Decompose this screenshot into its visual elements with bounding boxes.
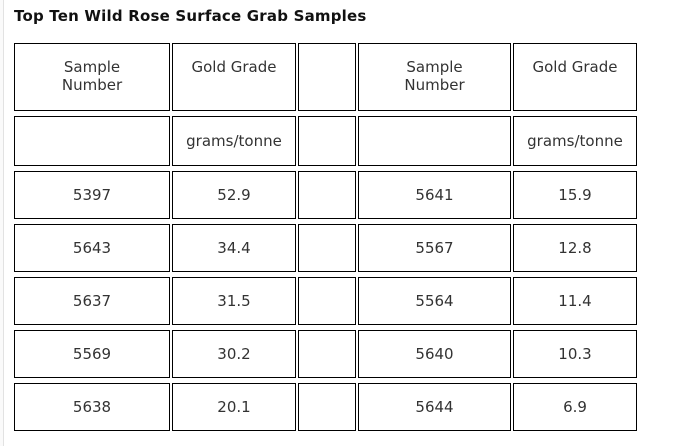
- gold-grade-cell: 6.9: [513, 383, 637, 431]
- table-row: 5569 30.2 5640 10.3: [14, 330, 637, 378]
- spacer-cell: [298, 330, 356, 378]
- sample-number-cell: 5638: [14, 383, 170, 431]
- sample-number-cell: 5569: [14, 330, 170, 378]
- spacer-cell: [298, 43, 356, 111]
- table-row: 5637 31.5 5564 11.4: [14, 277, 637, 325]
- gold-grade-cell: 10.3: [513, 330, 637, 378]
- units-cell-empty: [14, 116, 170, 166]
- table-row: 5638 20.1 5644 6.9: [14, 383, 637, 431]
- header-cell-sample-number-left: Sample Number: [14, 43, 170, 111]
- table-row: 5643 34.4 5567 12.8: [14, 224, 637, 272]
- header-label: Sample Number: [61, 58, 123, 94]
- table-row: 5397 52.9 5641 15.9: [14, 171, 637, 219]
- gold-grade-cell: 12.8: [513, 224, 637, 272]
- units-cell-grams-tonne-left: grams/tonne: [172, 116, 296, 166]
- header-label: Sample Number: [404, 58, 465, 94]
- units-cell-empty: [358, 116, 511, 166]
- header-label: Gold Grade: [191, 58, 277, 76]
- sample-number-cell: 5564: [358, 277, 511, 325]
- header-label: Gold Grade: [532, 58, 618, 76]
- gold-grade-cell: 34.4: [172, 224, 296, 272]
- gold-grade-cell: 52.9: [172, 171, 296, 219]
- sample-number-cell: 5397: [14, 171, 170, 219]
- spacer-cell: [298, 171, 356, 219]
- header-row: Sample Number Gold Grade Sample Number G…: [14, 43, 637, 111]
- spacer-cell: [298, 383, 356, 431]
- gold-grade-cell: 31.5: [172, 277, 296, 325]
- content-area: Top Ten Wild Rose Surface Grab Samples S…: [14, 0, 639, 436]
- units-row: grams/tonne grams/tonne: [14, 116, 637, 166]
- samples-table: Sample Number Gold Grade Sample Number G…: [12, 38, 639, 436]
- spacer-cell: [298, 277, 356, 325]
- sample-number-cell: 5567: [358, 224, 511, 272]
- gold-grade-cell: 15.9: [513, 171, 637, 219]
- gold-grade-cell: 11.4: [513, 277, 637, 325]
- page-edge-divider: [0, 0, 4, 446]
- spacer-cell: [298, 116, 356, 166]
- sample-number-cell: 5640: [358, 330, 511, 378]
- sample-number-cell: 5644: [358, 383, 511, 431]
- sample-number-cell: 5641: [358, 171, 511, 219]
- header-cell-gold-grade-right: Gold Grade: [513, 43, 637, 111]
- sample-number-cell: 5643: [14, 224, 170, 272]
- page-title: Top Ten Wild Rose Surface Grab Samples: [14, 7, 367, 25]
- units-cell-grams-tonne-right: grams/tonne: [513, 116, 637, 166]
- spacer-cell: [298, 224, 356, 272]
- sample-number-cell: 5637: [14, 277, 170, 325]
- header-cell-sample-number-right: Sample Number: [358, 43, 511, 111]
- gold-grade-cell: 30.2: [172, 330, 296, 378]
- header-cell-gold-grade-left: Gold Grade: [172, 43, 296, 111]
- gold-grade-cell: 20.1: [172, 383, 296, 431]
